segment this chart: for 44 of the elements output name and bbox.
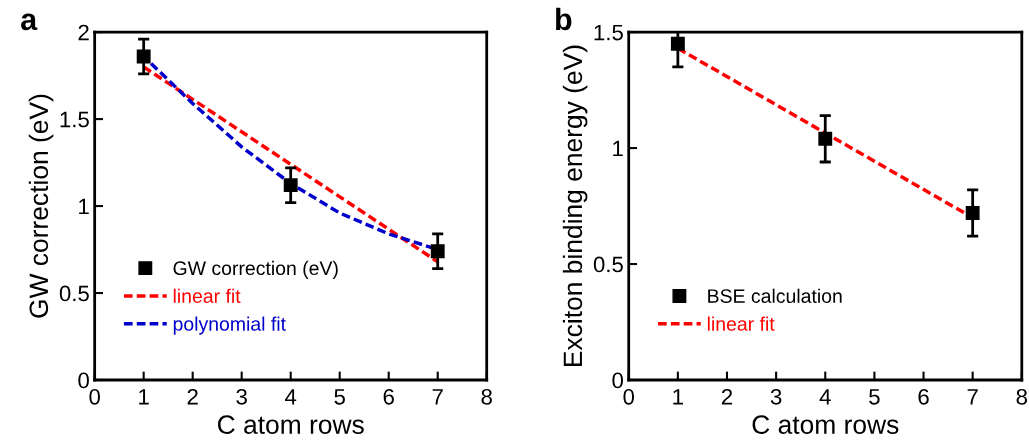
x-tick-label: 1 (673, 389, 683, 405)
y-tick-label: 1.5 (594, 24, 623, 41)
y-tick-label: 1.5 (60, 111, 89, 128)
point (965, 206, 980, 220)
x-tick-label: 5 (334, 389, 345, 405)
x-tick-label: 4 (819, 389, 831, 405)
y-axis-title: GW correction (eV) (28, 94, 54, 318)
legend-label: GW correction (eV) (173, 260, 338, 279)
point (136, 49, 151, 64)
y-tick-label: 1 (79, 198, 89, 215)
x-tick-label: 4 (285, 389, 297, 405)
x-tick-label: 6 (918, 388, 929, 405)
x-tick-label: 2 (721, 388, 733, 405)
text: b (556, 7, 572, 31)
x-tick-label: 0 (623, 388, 635, 405)
x-tick-label: 5 (869, 389, 880, 405)
x-axis-title: C atom rows (217, 415, 364, 434)
text: a (21, 13, 38, 31)
x-tick-label: 3 (236, 388, 247, 405)
y-tick-label: 1 (613, 140, 623, 157)
point (283, 178, 298, 193)
y-tick-label: 0.5 (593, 256, 623, 273)
x-tick-label: 0 (89, 388, 100, 405)
y-axis-title: Exciton binding energy (eV) (562, 45, 588, 366)
x-tick-label: 2 (187, 388, 198, 405)
x-tick-label: 8 (1016, 388, 1028, 405)
y-tick-label: 0 (612, 372, 623, 389)
x-tick-label: 7 (432, 389, 443, 405)
legend-label: polynomial fit (173, 316, 286, 335)
x-axis-title: C atom rows (752, 415, 899, 434)
point (818, 131, 833, 146)
x-tick-label: 8 (481, 388, 492, 405)
x-tick-label: 1 (139, 389, 149, 405)
point (670, 36, 685, 51)
y-tick-label: 2 (78, 24, 89, 41)
y-tick-label: 0 (78, 372, 89, 389)
y-tick-label: 0.5 (59, 285, 89, 302)
legend-label: linear fit (707, 316, 775, 331)
x-tick-label: 3 (770, 388, 782, 405)
legend-label: BSE calculation (708, 288, 842, 303)
legend-label: linear fit (173, 288, 241, 303)
x-tick-label: 7 (967, 389, 978, 405)
point (430, 244, 445, 259)
x-tick-label: 6 (383, 388, 394, 405)
